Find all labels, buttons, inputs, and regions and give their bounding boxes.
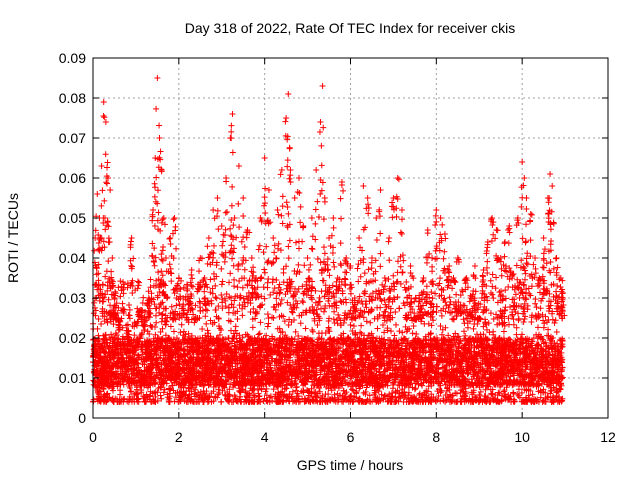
data-point: [438, 312, 445, 319]
data-point: [502, 363, 509, 370]
data-point: [216, 360, 223, 367]
data-point: [534, 324, 541, 331]
data-point: [203, 320, 210, 327]
data-point: [234, 316, 241, 323]
data-point: [144, 328, 151, 335]
data-point: [233, 355, 240, 362]
data-point: [398, 357, 405, 364]
data-point: [170, 328, 177, 335]
data-point: [502, 287, 509, 294]
data-point: [494, 362, 501, 369]
data-point: [277, 360, 284, 367]
data-point: [347, 322, 354, 329]
data-point: [201, 288, 208, 295]
data-point: [117, 278, 124, 285]
data-point: [329, 368, 336, 375]
data-point: [536, 364, 543, 371]
data-point: [513, 331, 520, 338]
data-point: [476, 368, 483, 375]
data-point: [327, 335, 334, 342]
data-point: [509, 382, 516, 389]
data-point: [153, 319, 160, 326]
data-point: [446, 301, 453, 308]
data-point: [207, 276, 214, 283]
data-point: [518, 331, 525, 338]
data-point: [212, 294, 219, 301]
data-point: [470, 325, 477, 332]
data-point: [308, 337, 315, 344]
data-point: [330, 316, 337, 323]
data-point: [554, 340, 561, 347]
data-point: [450, 351, 457, 358]
data-point: [302, 325, 309, 332]
data-point: [213, 295, 220, 302]
chart-title: Day 318 of 2022, Rate Of TEC Index for r…: [185, 20, 515, 36]
data-point: [392, 309, 399, 316]
data-point: [377, 339, 384, 346]
data-point: [134, 278, 141, 285]
data-points: [90, 75, 568, 405]
data-point: [399, 329, 406, 336]
data-point: [500, 328, 507, 335]
data-point: [410, 322, 417, 329]
